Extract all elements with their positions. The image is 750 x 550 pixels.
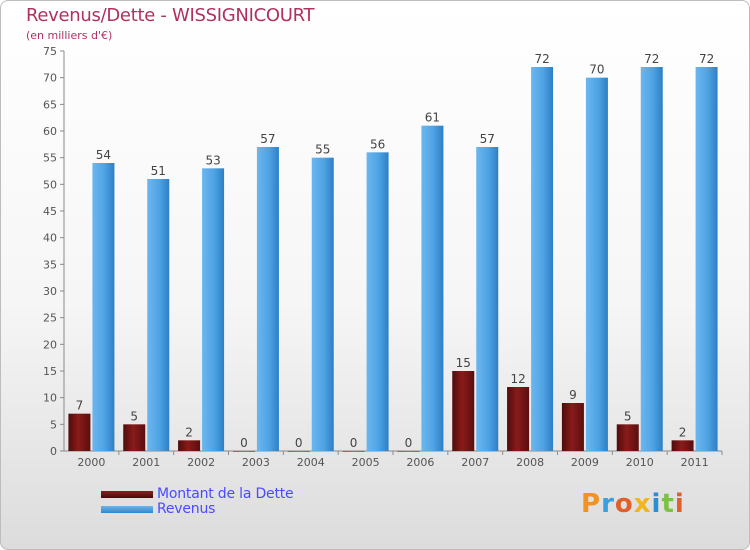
y-tick-label: 75 bbox=[43, 45, 57, 58]
x-tick-label: 2003 bbox=[242, 456, 270, 469]
data-label-revenue: 70 bbox=[589, 63, 604, 77]
chart-subtitle: (en milliers d'€) bbox=[26, 29, 113, 42]
data-label-debt: 7 bbox=[76, 399, 84, 413]
bar-debt bbox=[452, 371, 475, 451]
data-label-revenue: 72 bbox=[699, 52, 714, 66]
bar-revenue bbox=[695, 67, 718, 451]
y-tick-label: 5 bbox=[50, 418, 57, 431]
y-tick-label: 15 bbox=[43, 365, 57, 378]
bar-revenue bbox=[366, 152, 389, 452]
logo-letter: i bbox=[651, 489, 662, 519]
data-label-debt: 2 bbox=[679, 425, 687, 439]
legend-label-revenue: Revenus bbox=[157, 501, 216, 517]
data-label-revenue: 51 bbox=[151, 164, 166, 178]
y-tick-label: 60 bbox=[43, 125, 57, 138]
x-tick-label: 2011 bbox=[681, 456, 709, 469]
data-label-debt: 5 bbox=[624, 409, 632, 423]
bar-debt bbox=[342, 451, 365, 452]
data-label-debt: 15 bbox=[456, 356, 471, 370]
logo-letter: x bbox=[633, 489, 652, 519]
y-tick-label: 50 bbox=[43, 178, 57, 191]
bar-debt bbox=[232, 451, 255, 452]
x-tick-label: 2001 bbox=[132, 456, 160, 469]
data-label-revenue: 53 bbox=[205, 153, 220, 167]
bar-debt bbox=[616, 424, 639, 451]
y-tick-label: 0 bbox=[50, 445, 57, 458]
x-tick-label: 2006 bbox=[406, 456, 434, 469]
data-label-debt: 9 bbox=[569, 388, 577, 402]
bar-debt bbox=[68, 413, 91, 451]
bar-debt bbox=[561, 403, 584, 451]
bar-revenue bbox=[92, 163, 115, 451]
data-label-revenue: 57 bbox=[480, 132, 495, 146]
bar-revenue bbox=[256, 147, 279, 451]
bar-debt bbox=[671, 440, 694, 451]
data-label-debt: 0 bbox=[405, 436, 413, 450]
bar-debt bbox=[123, 424, 146, 451]
bar-revenue bbox=[202, 168, 225, 452]
legend-label-debt: Montant de la Dette bbox=[157, 486, 294, 502]
data-labels: 7 54 5 51 2 53 0 57 0 55 0 56 0 61 15 57 12 72 9 70 5 72 2 72 bbox=[76, 52, 715, 450]
y-tick-label: 35 bbox=[43, 258, 57, 271]
x-tick-label: 2004 bbox=[297, 456, 325, 469]
data-label-debt: 2 bbox=[185, 425, 193, 439]
y-tick-label: 45 bbox=[43, 205, 57, 218]
bar-debt bbox=[507, 387, 530, 451]
y-tick-label: 40 bbox=[43, 232, 57, 245]
bar-revenue bbox=[147, 179, 170, 451]
logo-letter: P bbox=[581, 489, 602, 519]
data-label-revenue: 61 bbox=[425, 111, 440, 125]
data-label-debt: 12 bbox=[510, 372, 525, 386]
bar-revenue bbox=[640, 67, 663, 451]
y-tick-label: 25 bbox=[43, 312, 57, 325]
x-tick-label: 2000 bbox=[77, 456, 105, 469]
logo-letter: i bbox=[674, 489, 685, 519]
y-tick-label: 70 bbox=[43, 72, 57, 85]
x-tick-label: 2008 bbox=[516, 456, 544, 469]
y-tick-label: 55 bbox=[43, 152, 57, 165]
logo-letter: r bbox=[601, 489, 615, 519]
logo-letter: o bbox=[614, 489, 634, 519]
data-label-revenue: 54 bbox=[96, 148, 111, 162]
legend-swatch-revenue bbox=[101, 506, 153, 513]
y-tick-label: 20 bbox=[43, 338, 57, 351]
y-tick-label: 65 bbox=[43, 98, 57, 111]
bar-revenue bbox=[531, 67, 554, 451]
data-label-debt: 0 bbox=[240, 436, 248, 450]
y-tick-label: 30 bbox=[43, 285, 57, 298]
data-label-revenue: 55 bbox=[315, 143, 330, 157]
legend-swatch-debt bbox=[101, 491, 153, 498]
data-label-revenue: 56 bbox=[370, 137, 385, 151]
x-axis: 2000 2001 2002 2003 2004 2005 2006 2007 2008 2009… bbox=[64, 450, 723, 469]
bars bbox=[68, 67, 718, 452]
data-label-debt: 0 bbox=[350, 436, 358, 450]
bar-debt bbox=[287, 451, 310, 452]
y-tick-label: 10 bbox=[43, 392, 57, 405]
data-label-revenue: 57 bbox=[260, 132, 275, 146]
bar-revenue bbox=[585, 77, 608, 452]
bar-revenue bbox=[421, 125, 444, 452]
data-label-revenue: 72 bbox=[534, 52, 549, 66]
x-tick-label: 2007 bbox=[461, 456, 489, 469]
x-tick-label: 2005 bbox=[352, 456, 380, 469]
data-label-debt: 5 bbox=[130, 409, 138, 423]
proxiti-logo: Proxiti bbox=[581, 489, 685, 519]
data-label-revenue: 72 bbox=[644, 52, 659, 66]
bar-revenue bbox=[476, 147, 499, 451]
x-tick-label: 2002 bbox=[187, 456, 215, 469]
bar-debt bbox=[178, 440, 201, 451]
y-axis: 0 5 10 15 20 25 30 35 40 45 50 55 60 65 70 75 bbox=[43, 45, 65, 458]
x-tick-label: 2009 bbox=[571, 456, 599, 469]
data-label-debt: 0 bbox=[295, 436, 303, 450]
x-tick-label: 2010 bbox=[626, 456, 654, 469]
chart-title: Revenus/Dette - WISSIGNICOURT bbox=[26, 5, 315, 26]
logo-letter: t bbox=[661, 489, 675, 519]
bar-revenue bbox=[311, 157, 334, 451]
bar-debt bbox=[397, 451, 420, 452]
